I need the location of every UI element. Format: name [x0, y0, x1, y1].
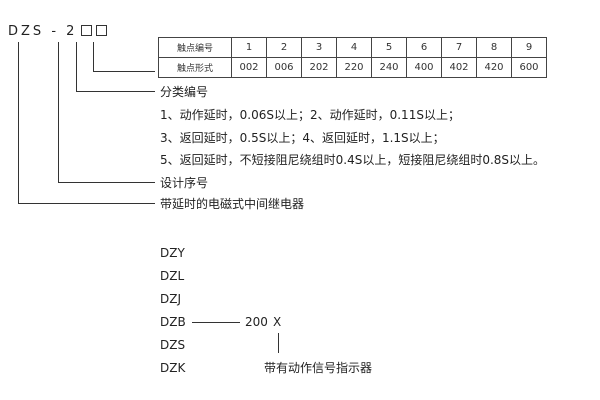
leader-contact	[93, 42, 94, 71]
table-row: 触点形式 002 006 202 220 240 400 402 420 600	[158, 57, 547, 78]
suffix-value: 200	[245, 315, 268, 329]
leader-design	[58, 42, 59, 182]
type-desc-label: 带延时的电磁式中间继电器	[160, 197, 305, 211]
dzb-connector	[192, 322, 240, 323]
table-cell: 220	[336, 57, 372, 78]
model-code: DZS - 2	[8, 24, 108, 39]
model-prefix: DZS	[8, 24, 45, 39]
leader-type	[18, 42, 19, 203]
suffix-desc: 带有动作信号指示器	[264, 361, 373, 375]
table-cell: 7	[441, 37, 477, 58]
table-header: 触点形式	[158, 57, 232, 78]
table-cell: 1	[231, 37, 267, 58]
table-cell: 400	[406, 57, 442, 78]
class-line-2: 3、返回延时，0.5S以上；4、返回延时，1.1S以上；	[160, 131, 445, 145]
table-cell: 420	[476, 57, 512, 78]
model-digit: 2	[66, 24, 78, 39]
table-cell: 8	[476, 37, 512, 58]
table-cell: 240	[371, 57, 407, 78]
classification-box	[81, 25, 93, 36]
design-serial-label: 设计序号	[160, 176, 209, 190]
classification-label: 分类编号	[160, 85, 209, 99]
table-cell: 4	[336, 37, 372, 58]
leader-design-h	[58, 182, 155, 183]
table-cell: 9	[511, 37, 547, 58]
table-cell: 2	[266, 37, 302, 58]
suffix-mark: X	[273, 315, 282, 329]
series-item: DZL	[160, 269, 185, 283]
series-item: DZJ	[160, 292, 181, 306]
series-item: DZB	[160, 315, 186, 329]
table-row: 触点编号 1 2 3 4 5 6 7 8 9	[158, 37, 547, 58]
table-cell: 202	[301, 57, 337, 78]
table-cell: 5	[371, 37, 407, 58]
table-cell: 402	[441, 57, 477, 78]
table-cell: 6	[406, 37, 442, 58]
series-item: DZK	[160, 361, 186, 375]
table-cell: 600	[511, 57, 547, 78]
series-item: DZY	[160, 246, 185, 260]
series-item: DZS	[160, 338, 186, 352]
leader-type-h	[18, 203, 155, 204]
suffix-leader	[278, 333, 279, 353]
contact-box	[96, 25, 108, 36]
table-cell: 002	[231, 57, 267, 78]
class-line-3: 5、返回延时，不短接阻尼绕组时0.4S以上，短接阻尼绕组时0.8S以上。	[160, 153, 546, 167]
table-cell: 006	[266, 57, 302, 78]
contact-table: 触点编号 1 2 3 4 5 6 7 8 9 触点形式 002 006 202 …	[158, 37, 547, 78]
table-cell: 3	[301, 37, 337, 58]
model-dash: -	[51, 24, 60, 39]
leader-class-h	[76, 91, 155, 92]
leader-contact-h	[93, 71, 155, 72]
table-header: 触点编号	[158, 37, 232, 58]
class-line-1: 1、动作延时，0.06S以上；2、动作延时，0.11S以上；	[160, 108, 460, 122]
leader-class	[76, 42, 77, 91]
